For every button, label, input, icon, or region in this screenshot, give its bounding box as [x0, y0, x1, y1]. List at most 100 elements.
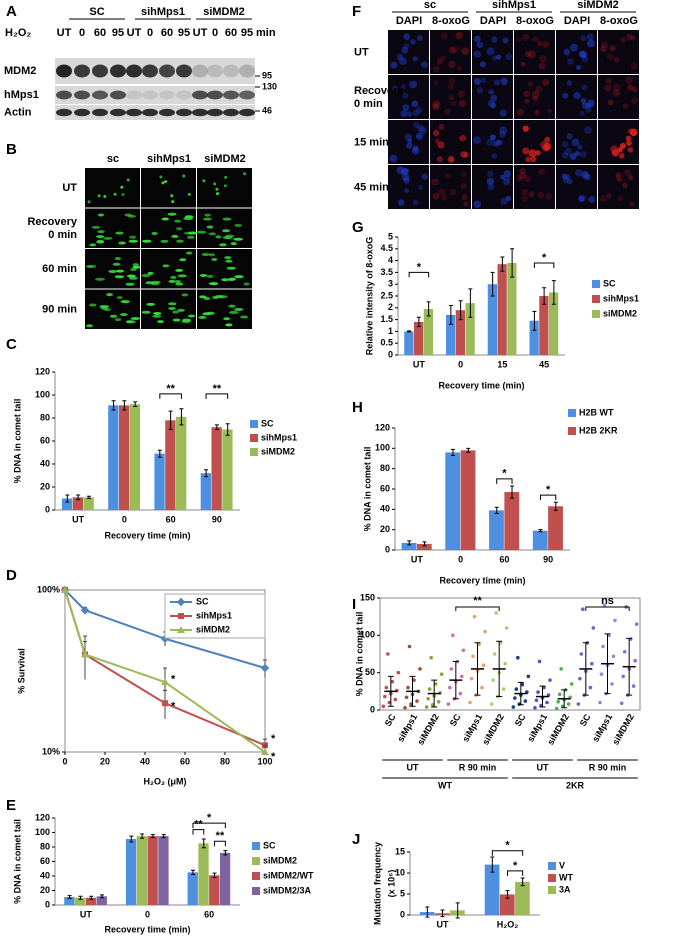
comet [159, 175, 163, 179]
y-tick-label: 3 [388, 279, 393, 289]
comet [223, 184, 227, 188]
nucleus [463, 152, 470, 158]
nucleus [473, 136, 481, 145]
nucleus [411, 100, 419, 108]
nucleus [412, 109, 420, 117]
comet [182, 174, 186, 178]
dot [610, 682, 614, 686]
nucleus [444, 108, 451, 115]
comet [89, 303, 97, 307]
marker-label: 95 [262, 70, 272, 80]
lane-label: 95 [178, 27, 190, 39]
nucleus [562, 152, 569, 159]
nucleus [447, 83, 455, 90]
bracket [159, 393, 182, 399]
nucleus [490, 94, 498, 102]
dot [537, 659, 542, 664]
x-tick-label: 80 [220, 756, 230, 766]
annotation: * [171, 673, 176, 685]
blot-band [207, 108, 223, 117]
nucleus [415, 106, 423, 114]
nucleus [579, 110, 585, 116]
nucleus [491, 153, 497, 159]
error-bar [212, 872, 217, 878]
nucleus [499, 130, 507, 138]
nucleus [521, 195, 528, 202]
group-label: siMDM2 [203, 6, 245, 18]
legend-label: sihMps1 [603, 293, 639, 303]
nucleus [523, 90, 531, 98]
nucleus [617, 195, 624, 202]
nucleus [567, 58, 574, 65]
comet [157, 320, 164, 324]
lane-label: 95 [241, 27, 253, 39]
nucleus [619, 153, 625, 159]
nucleus [612, 83, 621, 92]
y-tick-label: 40 [40, 458, 50, 468]
bar [209, 875, 220, 905]
comet [218, 295, 228, 299]
bar [497, 264, 507, 355]
annotation: * [513, 860, 518, 872]
x-axis-label: Recovery time (min) [104, 924, 190, 934]
x-tick-label: 15 [497, 359, 507, 369]
nucleus [616, 177, 623, 183]
x-tick-label: 0 [458, 554, 463, 564]
x-tick-label: H₂O₂ [497, 919, 519, 929]
error-bar [78, 895, 83, 900]
error-bar [416, 316, 421, 328]
nucleus [400, 110, 408, 118]
nucleus [432, 192, 440, 200]
comet [129, 235, 137, 239]
comet [114, 257, 122, 261]
dot [516, 655, 520, 660]
blot-band [92, 108, 108, 117]
y-tick-label: 0 [45, 504, 50, 514]
comet [127, 214, 136, 218]
nucleus [521, 188, 528, 196]
dot [501, 687, 506, 691]
nucleus [581, 102, 589, 109]
nucleus [505, 53, 513, 61]
lane-label: 60 [225, 27, 237, 39]
nucleus [417, 125, 424, 132]
dot [492, 652, 497, 656]
dot [387, 700, 392, 705]
legend-label: SC [603, 278, 616, 288]
error-bar [201, 838, 206, 849]
image-cell [430, 30, 471, 74]
annotation: * [207, 812, 212, 824]
comet [114, 275, 125, 279]
comet [86, 324, 93, 328]
nucleus [493, 79, 500, 86]
nucleus [626, 140, 632, 146]
comet [126, 178, 130, 182]
legend-label: 3A [559, 884, 571, 894]
dot [403, 705, 407, 710]
bar [176, 416, 187, 510]
comet [103, 194, 107, 198]
nucleus [432, 129, 440, 137]
nucleus [530, 155, 537, 163]
nucleus [449, 188, 457, 196]
nucleus [600, 41, 608, 49]
treatment-label: H₂O₂ [5, 27, 31, 39]
comet [181, 293, 189, 297]
dot [449, 667, 454, 671]
lane-label: 95 [112, 27, 124, 39]
error-bar [204, 469, 209, 478]
comet [225, 259, 233, 263]
annotation: ** [194, 819, 203, 831]
comet [108, 269, 118, 273]
comet [170, 194, 174, 198]
dot [429, 655, 433, 660]
comet [226, 266, 236, 270]
bar [136, 836, 147, 905]
nucleus [505, 195, 512, 202]
annotation: * [171, 701, 176, 713]
nucleus [491, 36, 498, 43]
nucleus [473, 35, 481, 43]
comet [161, 217, 169, 221]
dot [409, 702, 413, 706]
nucleus [534, 109, 540, 115]
